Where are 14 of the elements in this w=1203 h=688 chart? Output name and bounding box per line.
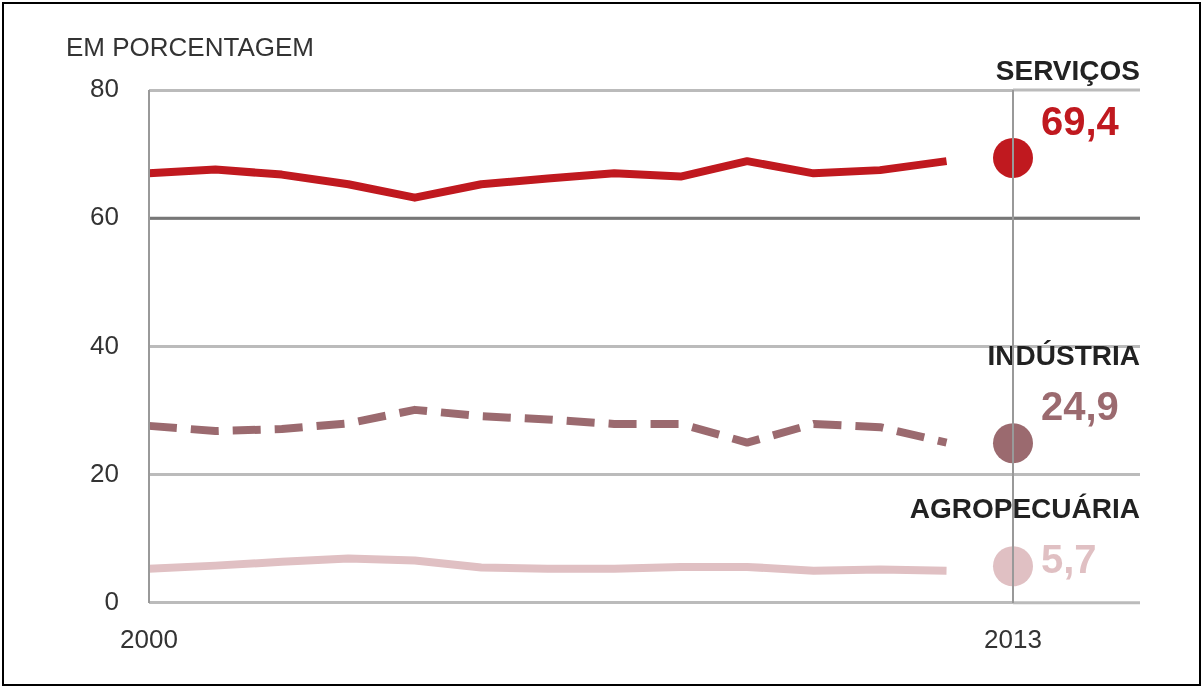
text: INDÚSTRIA [987, 339, 1140, 371]
data-label: 24,9 [1041, 384, 1119, 429]
data-label: 69,4 [1041, 98, 1120, 143]
y-tick-label: 20 [90, 457, 119, 488]
data-label: 5,7 [1041, 537, 1097, 582]
x-tick-label: 2013 [984, 623, 1042, 654]
y-axis-title: EM PORCENTAGEM [66, 32, 314, 63]
series-label: AGROPECUÁRIA [909, 492, 1140, 524]
y-tick-label: 0 [104, 585, 119, 616]
y-tick-label: 40 [90, 329, 119, 360]
y-tick-label: 60 [90, 201, 119, 232]
x-tick-label: 2000 [120, 623, 178, 654]
y-tick-label: 80 [90, 73, 119, 104]
series-label: SERVIÇOS [995, 54, 1140, 86]
